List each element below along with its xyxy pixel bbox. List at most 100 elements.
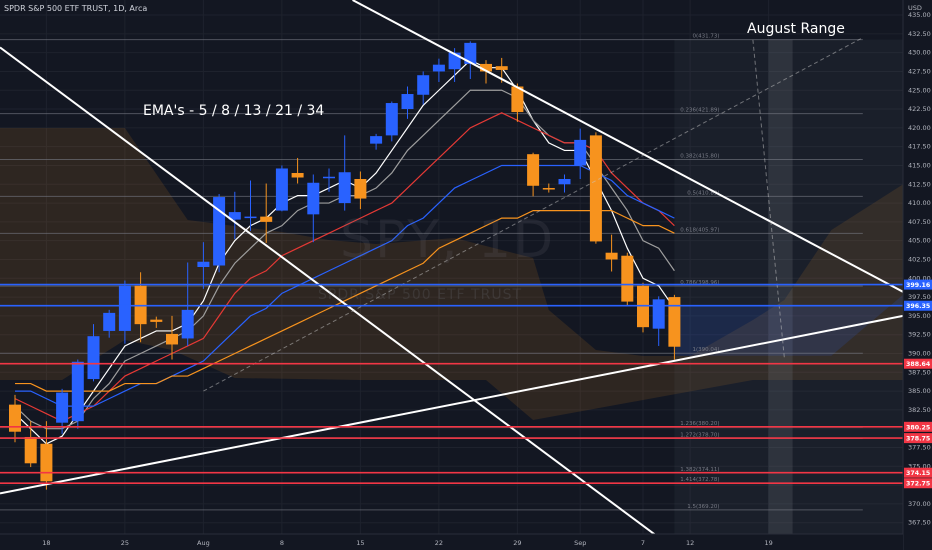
y-tick-label: 400.00 — [908, 274, 931, 282]
x-tick-label: 15 — [356, 539, 364, 547]
y-tick-label: 410.00 — [908, 199, 931, 207]
candle-body — [213, 197, 226, 266]
y-tick-label: 397.50 — [908, 293, 931, 301]
trendline-descending-right — [352, 0, 904, 293]
y-tick-label: 392.50 — [908, 331, 931, 339]
candle-body — [228, 212, 241, 220]
candle-body — [370, 136, 383, 144]
x-tick-label: Sep — [574, 539, 586, 547]
level-tag-label: 380.25 — [906, 424, 930, 431]
ema-line-21 — [15, 164, 675, 407]
candle-body — [181, 309, 194, 339]
candle-body — [40, 443, 53, 482]
x-tick-label: 7 — [641, 539, 645, 547]
ema-line-13 — [14, 112, 675, 422]
candle-body — [652, 299, 665, 329]
candle-body — [511, 86, 524, 113]
y-tick-label: 375.00 — [908, 462, 931, 470]
y-tick-label: 420.00 — [908, 124, 931, 132]
level-tag — [904, 279, 932, 290]
candle-body — [464, 42, 477, 64]
candle-body — [495, 66, 508, 70]
candle-body — [621, 255, 634, 302]
candle-body — [385, 103, 398, 136]
level-tag — [904, 467, 932, 478]
y-tick-label: 390.00 — [908, 349, 931, 357]
time-axis — [0, 534, 903, 550]
level-tag-label: 378.75 — [906, 436, 930, 443]
y-tick-label: 422.50 — [908, 105, 931, 113]
projection-panel — [674, 39, 903, 550]
level-tag — [904, 358, 932, 369]
level-tag-label: 372.75 — [906, 481, 930, 488]
candle-body — [291, 172, 304, 178]
candle-body — [480, 63, 492, 72]
candle-body — [166, 333, 178, 345]
trendline-descending-left — [0, 46, 675, 550]
candle-body — [401, 94, 414, 110]
candle-body — [605, 252, 618, 260]
level-tag — [904, 300, 932, 311]
fib-level-label: 1.5(369.20) — [687, 504, 719, 510]
price-axis — [903, 0, 932, 550]
x-tick-label: 29 — [513, 539, 521, 547]
y-tick-label: 415.00 — [908, 161, 931, 169]
x-tick-label: 18 — [42, 539, 50, 547]
y-tick-label: 405.00 — [908, 237, 931, 245]
candle-body — [118, 285, 131, 331]
y-tick-label: 427.50 — [908, 67, 931, 75]
level-tag — [904, 421, 932, 432]
august-range-annotation: August Range — [747, 21, 845, 37]
blue-zone — [674, 294, 903, 356]
x-tick-label: Aug — [197, 539, 210, 547]
candle-body — [354, 179, 367, 199]
candle-body — [527, 154, 540, 186]
y-tick-label: 435.00 — [908, 11, 931, 19]
y-tick-label: 395.00 — [908, 312, 931, 320]
chart-header-title: SPDR S&P 500 ETF TRUST, 1D, Arca — [4, 4, 148, 13]
trendline-ascending — [0, 314, 904, 495]
level-tag-label: 388.64 — [906, 361, 931, 368]
candle-body — [87, 336, 100, 380]
august-range-band — [768, 39, 793, 550]
y-tick-label: 382.50 — [908, 406, 931, 414]
candle-body — [71, 361, 84, 422]
candle-body — [307, 182, 320, 215]
candle-body — [150, 319, 163, 322]
candle-body — [275, 168, 288, 211]
fib-level-label: 1.236(380.20) — [680, 421, 719, 427]
x-tick-label: 22 — [435, 539, 443, 547]
candle-body — [197, 261, 210, 267]
candle-body — [558, 179, 571, 185]
candle-body — [574, 139, 587, 166]
candle-body — [9, 404, 21, 432]
fib-level-label: 0.236(421.89) — [680, 108, 719, 114]
y-tick-label: 367.50 — [908, 519, 931, 527]
fib-level-label: 1.272(378.70) — [680, 432, 719, 438]
ema-line-34 — [15, 209, 675, 392]
x-tick-label: 12 — [686, 539, 694, 547]
watermark-name: SPDR S&P 500 ETF TRUST — [318, 287, 523, 303]
y-tick-label: 402.50 — [908, 255, 931, 263]
level-tag-label: 399.16 — [906, 282, 931, 289]
candle-body — [24, 436, 37, 464]
candle-body — [542, 188, 555, 190]
candle-body — [103, 312, 116, 331]
candle-body — [668, 297, 681, 347]
fib-level-label: 0(431.73) — [692, 34, 719, 40]
watermark-symbol: SPY, 1D — [340, 210, 556, 270]
candle-body — [432, 64, 445, 72]
dashed-projection-line — [203, 37, 864, 392]
fib-level-label: 0.382(415.80) — [680, 153, 719, 159]
x-tick-label: 25 — [121, 539, 129, 547]
y-tick-label: 407.50 — [908, 218, 931, 226]
candle-body — [417, 75, 430, 95]
fib-level-label: 1(390.04) — [692, 347, 719, 353]
y-tick-label: 417.50 — [908, 143, 931, 151]
cloud-band — [0, 128, 926, 420]
y-tick-label: 385.00 — [908, 387, 931, 395]
candle-body — [323, 176, 335, 179]
x-tick-label: 19 — [764, 539, 772, 547]
